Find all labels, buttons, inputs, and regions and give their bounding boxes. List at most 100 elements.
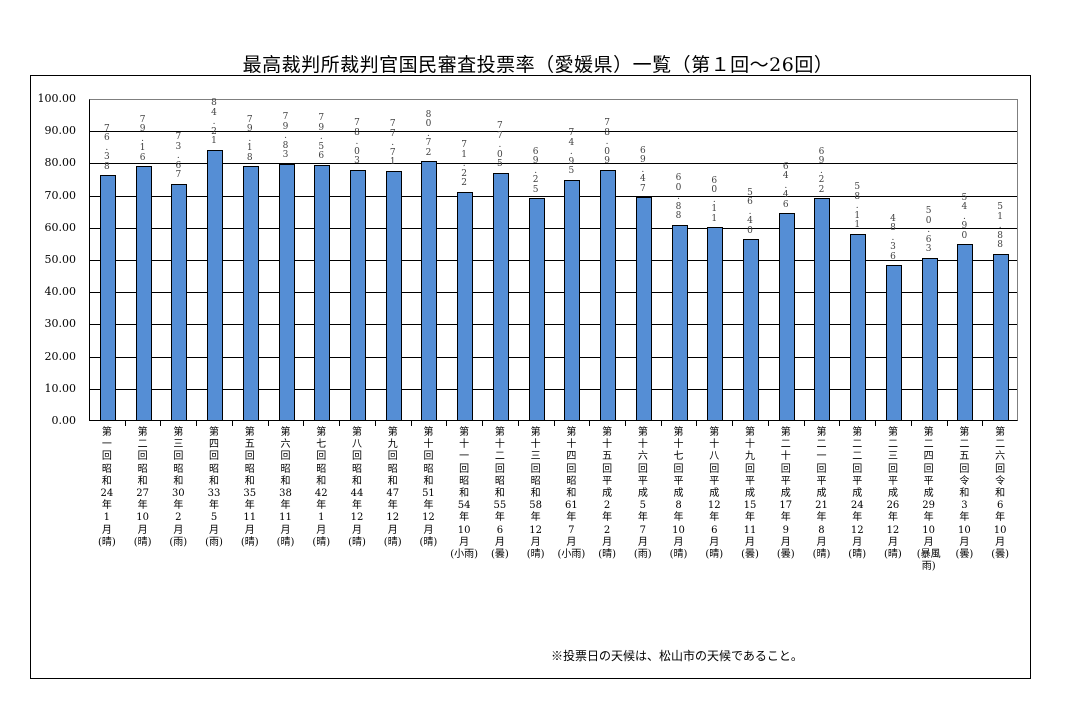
bar: [564, 179, 581, 421]
x-category-label: 第十回昭和 51 年 12 月 (晴): [419, 427, 438, 548]
bar: [743, 239, 760, 421]
gridline: [90, 131, 1017, 133]
x-tick-mark: [446, 421, 448, 426]
x-category-label: 第五回昭和 35 年 11 月 (晴): [240, 427, 259, 548]
x-category-label: 第八回昭和 44 年 12 月 (晴): [348, 427, 366, 548]
x-category-label: 第二四回平成 29 年 10 月 (暴風 雨): [916, 427, 941, 573]
y-tick-label: 70.00: [44, 188, 77, 202]
bar: [242, 166, 259, 421]
x-tick-mark: [339, 421, 341, 426]
bar: [600, 169, 617, 421]
x-category-label: 第一回昭和 24 年 1 月 (晴): [97, 427, 116, 548]
x-category-label: 第二五回令和 3 年 10 月 (曇): [955, 427, 974, 561]
y-tick-label: 30.00: [44, 317, 77, 331]
bar: [349, 169, 366, 421]
plot-area: [89, 99, 1018, 421]
x-category-label: 第十二回昭和 55 年 6 月 (曇): [490, 427, 509, 561]
gridline: [90, 260, 1017, 261]
bar: [528, 198, 545, 421]
bar: [885, 265, 902, 421]
bar: [921, 257, 938, 421]
chart-title: 最高裁判所裁判官国民審査投票率（愛媛県）一覧（第１回～26回）: [242, 54, 834, 76]
x-category-label: 第二六回令和 6 年 10 月 (曇): [991, 427, 1010, 561]
bar: [957, 244, 974, 421]
x-category-label: 第十九回平成 15 年 11 月 (曇): [741, 427, 759, 561]
x-category-label: 第七回昭和 42 年 1 月 (晴): [312, 427, 331, 548]
x-tick-mark: [839, 421, 841, 426]
gridline: [90, 163, 1017, 165]
x-tick-mark: [910, 421, 912, 426]
x-category-label: 第十三回昭和 58 年 12 月 (晴): [526, 427, 545, 561]
x-tick-mark: [982, 421, 984, 426]
bar: [457, 191, 474, 421]
x-tick-mark: [231, 421, 233, 426]
y-tick-label: 80.00: [44, 156, 77, 170]
gridline: [90, 356, 1017, 358]
bar: [421, 161, 438, 421]
gridline: [90, 227, 1017, 229]
x-category-label: 第十四回昭和 61 年 7 月 (小雨): [557, 427, 586, 561]
bar: [671, 224, 688, 421]
gridline: [90, 324, 1017, 326]
x-tick-mark: [267, 421, 269, 426]
footnote: ※投票日の天候は、松山市の天候であること。: [551, 649, 803, 663]
x-tick-mark: [124, 421, 126, 426]
x-category-label: 第十八回平成 12 年 6 月 (晴): [705, 427, 724, 561]
bar: [171, 183, 188, 421]
x-tick-mark: [946, 421, 948, 426]
x-tick-mark: [410, 421, 412, 426]
x-tick-mark: [803, 421, 805, 426]
bar: [135, 166, 152, 421]
x-category-label: 第二三回平成 26 年 12 月 (晴): [884, 427, 902, 561]
bar: [492, 172, 509, 421]
gridline: [90, 195, 1017, 197]
bar: [850, 233, 867, 421]
bar: [993, 253, 1010, 421]
x-tick-mark: [624, 421, 626, 426]
bar: [707, 227, 724, 421]
x-tick-mark: [767, 421, 769, 426]
y-tick-label: 60.00: [44, 220, 77, 234]
x-category-label: 第三回昭和 30 年 2 月 (雨): [169, 427, 188, 548]
gridline: [90, 388, 1017, 390]
x-category-label: 第六回昭和 38 年 11 月 (晴): [276, 427, 295, 548]
bar: [635, 197, 652, 421]
x-category-label: 第九回昭和 47 年 12 月 (晴): [383, 427, 402, 548]
x-tick-mark: [303, 421, 305, 426]
x-category-label: 第十六回平成 5 年 7 月 (雨): [633, 427, 652, 561]
x-tick-mark: [374, 421, 376, 426]
bar: [814, 198, 831, 421]
y-tick-label: 0.00: [51, 414, 77, 427]
x-category-label: 第十五回平成 2 年 2 月 (晴): [598, 427, 616, 561]
x-tick-mark: [160, 421, 162, 426]
x-category-label: 第十一回昭和 54 年 10 月 (小雨): [450, 427, 479, 561]
x-tick-mark: [517, 421, 519, 426]
bar: [207, 149, 224, 421]
y-tick-label: 50.00: [44, 253, 77, 266]
x-tick-mark: [589, 421, 591, 426]
x-tick-mark: [732, 421, 734, 426]
x-category-label: 第十七回平成 8 年 10 月 (晴): [669, 427, 688, 561]
bar: [778, 213, 795, 421]
y-tick-label: 90.00: [44, 124, 77, 138]
bar: [99, 175, 116, 421]
